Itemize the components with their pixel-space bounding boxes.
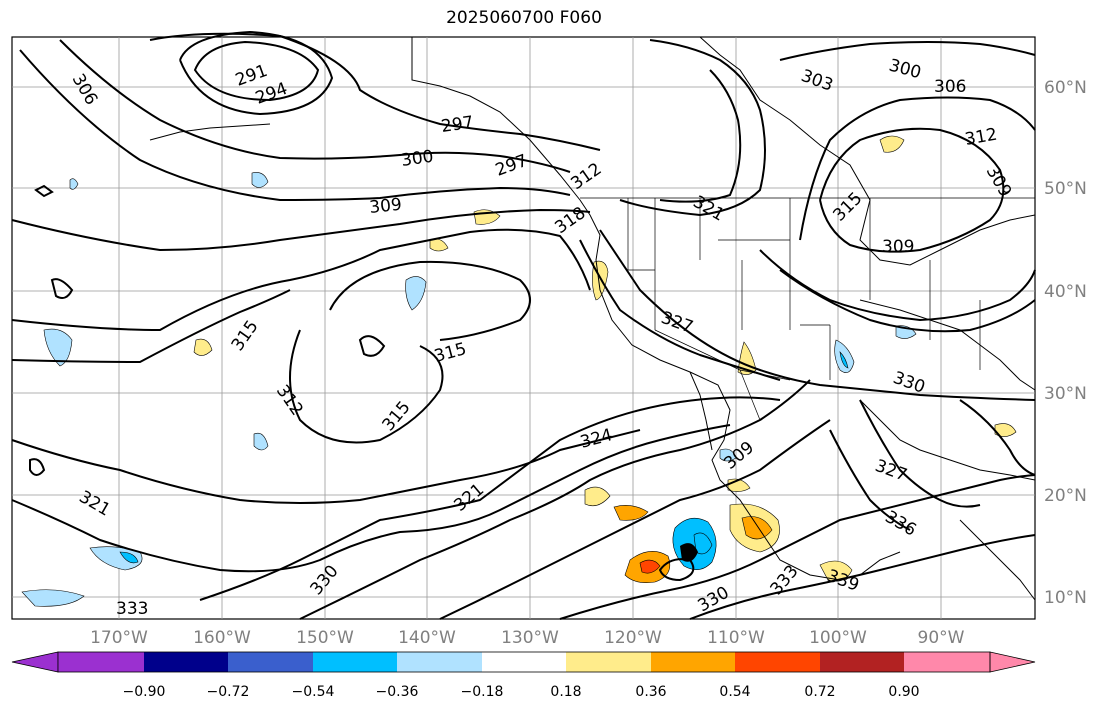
map-title: 2025060700 F060 (446, 8, 602, 28)
lat-label: 60°N (1044, 78, 1087, 98)
colorbar-segment (58, 652, 144, 672)
colorbar-segment (482, 652, 566, 672)
lon-label: 90°W (918, 628, 965, 648)
colorbar-segment (566, 652, 651, 672)
lat-label: 30°N (1044, 384, 1087, 404)
lon-label: 110°W (707, 628, 765, 648)
contour-label: 306 (934, 77, 966, 97)
colorbar-tick: 0.72 (804, 684, 835, 700)
colorbar-segment (735, 652, 820, 672)
colorbar-segment (651, 652, 735, 672)
contour-label: 297 (440, 113, 475, 137)
colorbar-tick: 0.90 (888, 684, 919, 700)
colorbar-tick: 0.54 (719, 684, 750, 700)
colorbar-segment (228, 652, 313, 672)
colorbar: −0.90 −0.72 −0.54 −0.36 −0.18 0.18 0.36 … (11, 651, 1036, 700)
colorbar-tick: −0.90 (123, 684, 166, 700)
colorbar-tick: 0.36 (635, 684, 666, 700)
lat-label: 50°N (1044, 179, 1087, 199)
colorbar-tick: −0.18 (461, 684, 504, 700)
contour-label: 309 (368, 195, 402, 218)
colorbar-tick: 0.18 (550, 684, 581, 700)
low-center (680, 543, 698, 562)
colorbar-tick: −0.72 (207, 684, 250, 700)
colorbar-segment (397, 652, 482, 672)
lon-label: 150°W (296, 628, 354, 648)
contour-label: 333 (116, 599, 148, 619)
political-borders (411, 37, 1035, 421)
shading-areas (21, 135, 1017, 607)
lon-label: 100°W (809, 628, 867, 648)
lon-label: 170°W (90, 628, 148, 648)
lon-label: 120°W (604, 628, 662, 648)
lon-label: 160°W (193, 628, 251, 648)
colorbar-tick: −0.36 (376, 684, 419, 700)
lon-label: 130°W (501, 628, 559, 648)
colorbar-extend-right (989, 651, 1036, 673)
latitude-labels: 60°N 50°N 40°N 30°N 20°N 10°N (1044, 78, 1087, 608)
colorbar-segment (904, 652, 990, 672)
colorbar-segment (144, 652, 228, 672)
contour-label: 300 (400, 147, 435, 171)
colorbar-tick: −0.54 (292, 684, 335, 700)
colorbar-segment (313, 652, 397, 672)
height-contours (11, 30, 1036, 620)
contour-label: 309 (882, 237, 914, 257)
lat-label: 40°N (1044, 282, 1087, 302)
colorbar-extend-left (11, 651, 59, 673)
longitude-labels: 170°W 160°W 150°W 140°W 130°W 120°W 110°… (90, 628, 965, 648)
lat-label: 20°N (1044, 486, 1087, 506)
map-frame (11, 36, 1036, 620)
lat-label: 10°N (1044, 588, 1087, 608)
lon-label: 140°W (398, 628, 456, 648)
colorbar-segment (820, 652, 904, 672)
